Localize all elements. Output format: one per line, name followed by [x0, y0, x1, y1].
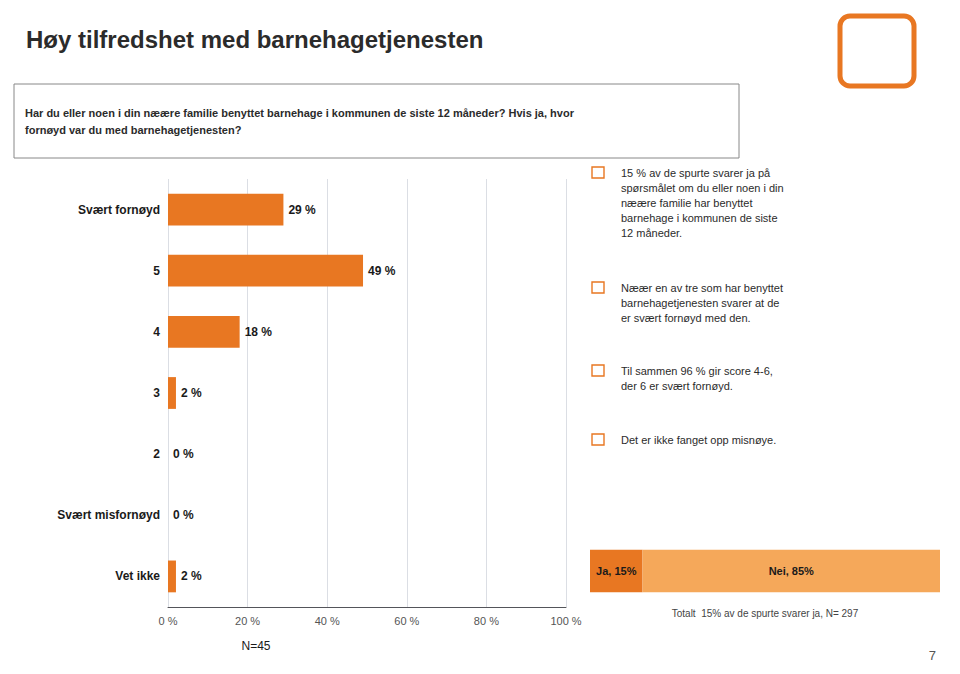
svg-text:Til sammen 96 % gir score 4-6,: Til sammen 96 % gir score 4-6, — [621, 365, 773, 377]
svg-text:der 6 er svært fornøyd.: der 6 er svært fornøyd. — [621, 380, 733, 392]
svg-text:Ja, 15%: Ja, 15% — [596, 565, 637, 577]
svg-text:0 %: 0 % — [173, 508, 194, 522]
svg-text:Vet ikke: Vet ikke — [115, 569, 160, 583]
svg-text:næære familie har benyttet: næære familie har benyttet — [621, 197, 752, 209]
svg-text:4: 4 — [153, 325, 160, 339]
svg-text:49 %: 49 % — [368, 264, 396, 278]
svg-text:Det er ikke fanget opp misnøye: Det er ikke fanget opp misnøye. — [621, 434, 776, 446]
svg-text:40 %: 40 % — [315, 615, 340, 627]
svg-text:barnehage i kommunen de siste: barnehage i kommunen de siste — [621, 212, 778, 224]
svg-text:2 %: 2 % — [181, 569, 202, 583]
svg-text:N=45: N=45 — [241, 639, 270, 653]
svg-text:2: 2 — [153, 447, 160, 461]
svg-text:15 % av de spurte svarer ja på: 15 % av de spurte svarer ja på — [621, 167, 771, 179]
svg-text:Har du eller noen i din næære: Har du eller noen i din næære familie be… — [25, 107, 575, 119]
svg-text:Næær en av tre som har benytte: Næær en av tre som har benyttet — [621, 282, 783, 294]
svg-text:Svært fornøyd: Svært fornøyd — [78, 203, 160, 217]
svg-text:2 %: 2 % — [181, 386, 202, 400]
svg-text:Svært misfornøyd: Svært misfornøyd — [57, 508, 160, 522]
svg-text:0 %: 0 % — [173, 447, 194, 461]
svg-text:er svært fornøyd med den.: er svært fornøyd med den. — [621, 312, 751, 324]
svg-text:0 %: 0 % — [159, 615, 178, 627]
svg-text:7: 7 — [929, 648, 936, 663]
svg-text:Nei, 85%: Nei, 85% — [769, 565, 814, 577]
svg-text:100 %: 100 % — [550, 615, 581, 627]
svg-text:barnehagetjenesten svarer at d: barnehagetjenesten svarer at de — [621, 297, 779, 309]
svg-text:Totalt 15% av de spurte svare: Totalt 15% av de spurte svarer ja, N= 29… — [672, 608, 859, 619]
svg-text:60 %: 60 % — [394, 615, 419, 627]
svg-text:5: 5 — [153, 264, 160, 278]
svg-text:18 %: 18 % — [245, 325, 273, 339]
svg-text:29 %: 29 % — [288, 203, 316, 217]
svg-text:spørsmålet om du eller noen i: spørsmålet om du eller noen i din — [621, 182, 784, 194]
svg-text:20 %: 20 % — [235, 615, 260, 627]
svg-text:fornøyd var du med barnehagetj: fornøyd var du med barnehagetjenesten? — [25, 124, 242, 136]
svg-text:12 måneder.: 12 måneder. — [621, 227, 682, 239]
svg-text:80 %: 80 % — [474, 615, 499, 627]
svg-text:Høy tilfredshet med barnehaget: Høy tilfredshet med barnehagetjenesten — [26, 26, 483, 53]
svg-text:3: 3 — [153, 386, 160, 400]
